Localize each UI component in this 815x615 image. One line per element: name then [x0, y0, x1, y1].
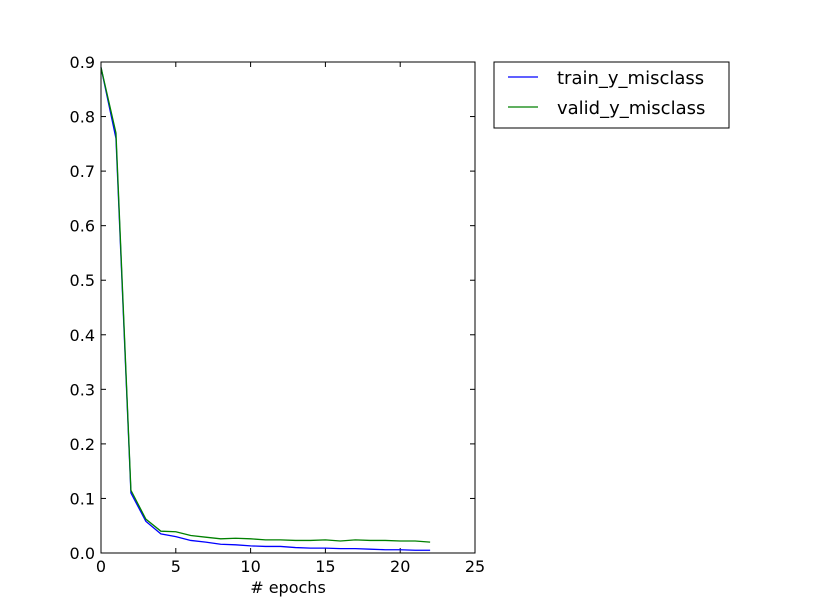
y-tick-label: 0.2: [70, 435, 95, 454]
line-series: [100, 67, 431, 543]
y-tick-label: 0.5: [70, 271, 95, 290]
line-series: [100, 67, 431, 551]
plot-frame: [100, 61, 476, 554]
legend-label: train_y_misclass: [557, 68, 704, 89]
x-tick-label: 25: [465, 557, 485, 576]
x-tick-label: 0: [96, 557, 106, 576]
y-tick-label: 0.3: [70, 380, 95, 399]
y-tick-label: 0.4: [70, 326, 95, 345]
x-axis-label: # epochs: [250, 578, 326, 597]
x-tick-label: 15: [315, 557, 335, 576]
x-tick-label: 20: [390, 557, 410, 576]
y-tick-label: 0.1: [70, 489, 95, 508]
y-tick-label: 0.9: [70, 53, 95, 72]
legend-box: [493, 61, 730, 129]
y-tick-label: 0.0: [70, 544, 95, 563]
legend-label: valid_y_misclass: [557, 98, 705, 119]
y-tick-label: 0.8: [70, 108, 95, 127]
x-tick-label: 10: [240, 557, 260, 576]
y-tick-label: 0.6: [70, 217, 95, 236]
x-tick-label: 5: [171, 557, 181, 576]
y-tick-label: 0.7: [70, 162, 95, 181]
